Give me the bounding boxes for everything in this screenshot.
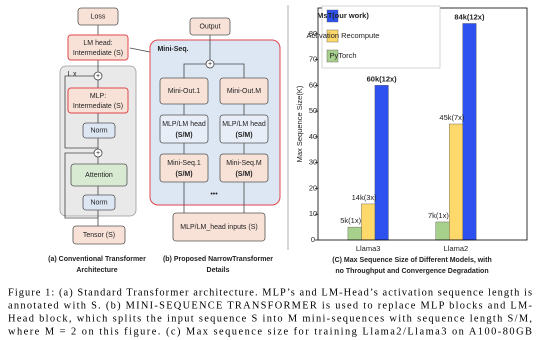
lm-head-box — [67, 34, 129, 61]
connector — [214, 63, 245, 78]
mini-seq-box — [219, 153, 269, 183]
diagram-b: Mini-Seq. Output + Mini-Out.1 Mini-Out.M… — [129, 17, 281, 274]
loss-label: Loss — [91, 13, 106, 20]
head-label: (S/M) — [235, 132, 252, 139]
mini-seq-box — [159, 153, 209, 183]
mini-seq-label: (S/M) — [175, 171, 192, 178]
mini-seq-label: Mini-Seq.M — [226, 160, 262, 167]
mlp-label: MLP: — [90, 93, 106, 100]
value-label: 7k(1x) — [428, 211, 449, 220]
value-label: 60k(12x) — [367, 74, 398, 83]
chart-c: 0 10 20 30 40 50 60 70 80 Max Sequence Size(K) Lla… — [295, 5, 528, 275]
lm-head-label: LM head: — [83, 40, 112, 47]
output-label: Output — [199, 23, 220, 30]
y-tick-label: 10 — [309, 209, 317, 218]
input-box — [172, 212, 266, 242]
x-tick-label: Llama3 — [356, 244, 381, 253]
ellipsis: ••• — [210, 191, 218, 198]
caption-a: (a) Conventional Transformer — [48, 256, 146, 263]
mini-seq-label: Mini-Seq.1 — [167, 160, 201, 167]
value-label: 84k(12x) — [454, 12, 485, 21]
input-box — [72, 225, 126, 245]
head-box — [219, 114, 269, 144]
legend-label: Activation Recompute — [307, 31, 380, 40]
mlp-box — [67, 87, 129, 114]
pointer — [129, 47, 151, 53]
attention-box — [70, 163, 128, 187]
mlp-label: Intermediate (S) — [73, 103, 123, 110]
y-tick-label: 70 — [309, 55, 317, 64]
bar — [448, 123, 463, 241]
y-tick-label: 80 — [309, 29, 317, 38]
norm-box — [82, 194, 116, 211]
mini-out-label: Mini-Out.M — [227, 88, 261, 95]
legend-label: MsT(our work) — [317, 11, 369, 20]
caption-line: annotated with S. (b) MINI-SEQUENCE TRAN… — [8, 300, 533, 311]
legend-swatch — [326, 29, 339, 43]
input-label: MLP/LM_head inputs (S) — [180, 224, 257, 231]
bar — [374, 85, 389, 241]
y-tick-label: 20 — [309, 183, 317, 192]
norm-label: Norm — [90, 199, 107, 206]
bar — [361, 203, 376, 241]
y-tick-label: 60 — [309, 80, 317, 89]
chart-title: (C) Max Sequence Size of Different Model… — [332, 257, 491, 264]
add-node — [205, 59, 215, 69]
lm-head-label: Intermediate (S) — [73, 50, 123, 57]
caption-line: where M = 2 on this figure. (c) Max sequ… — [8, 326, 532, 337]
repeat-label: L x — [67, 71, 77, 78]
legend-swatch — [326, 49, 339, 63]
legend-label: PyTorch — [329, 51, 356, 60]
norm-label: Norm — [90, 127, 107, 134]
bar — [462, 23, 477, 241]
mini-out-box — [159, 77, 209, 105]
group-label: Mini-Seq. — [157, 46, 188, 53]
input-label: Tensor (S) — [83, 232, 115, 239]
caption-b: Details — [207, 267, 230, 274]
bar — [347, 226, 362, 241]
output-box — [189, 17, 231, 36]
caption-a: Architecture — [76, 267, 117, 274]
connector — [183, 63, 206, 78]
y-tick-label: 30 — [309, 158, 317, 167]
y-axis-label: Max Sequence Size(K) — [295, 85, 304, 162]
residual — [64, 152, 98, 219]
diagram-a: L x Loss LM head: Intermediate (S) + MLP… — [48, 7, 146, 274]
plus: + — [208, 61, 212, 68]
y-tick-label: 0 — [311, 235, 315, 244]
caption-line: Figure 1: (a) Standard Transformer archi… — [8, 287, 532, 298]
add-node — [93, 148, 103, 158]
loss-box — [77, 7, 119, 26]
value-label: 14k(3x) — [352, 193, 378, 202]
head-label: MLP/LM head — [162, 121, 206, 128]
mini-out-label: Mini-Out.1 — [168, 88, 200, 95]
value-label: 45k(7x) — [439, 113, 465, 122]
attention-label: Attention — [85, 172, 113, 179]
mini-seq-label: (S/M) — [235, 171, 252, 178]
norm-box — [82, 122, 116, 139]
head-label: (S/M) — [175, 132, 192, 139]
chart-title: no Throughput and Convergence Degradatio… — [335, 268, 488, 275]
plus: + — [96, 150, 100, 157]
x-tick-label: Llama2 — [444, 244, 469, 253]
mini-out-box — [219, 77, 269, 105]
bar — [435, 221, 450, 241]
legend-box — [321, 5, 441, 69]
head-box — [159, 114, 209, 144]
caption-b: (b) Proposed NarrowTransformer — [163, 256, 273, 263]
plus: + — [96, 73, 100, 80]
figure-caption: Figure 1: (a) Standard Transformer archi… — [8, 287, 533, 340]
value-label: 5k(1x) — [340, 216, 361, 225]
caption-line: Head block, which splits the input seque… — [8, 313, 532, 324]
head-label: MLP/LM head — [222, 121, 266, 128]
legend-swatch — [326, 9, 339, 23]
add-node — [93, 71, 103, 81]
y-tick-label: 50 — [309, 106, 317, 115]
residual — [64, 75, 98, 149]
y-tick-label: 40 — [309, 132, 317, 141]
